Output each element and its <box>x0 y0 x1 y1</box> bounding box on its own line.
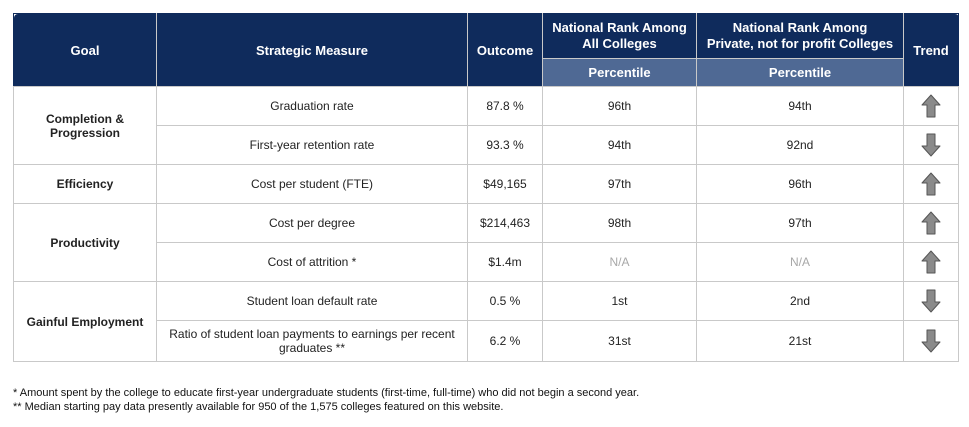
arrow-up-icon <box>921 172 941 196</box>
trend-cell <box>903 320 959 362</box>
goal-completion-line2: Progression <box>49 125 121 140</box>
outcome-cell: 93.3 % <box>467 125 543 165</box>
trend-header: Trend <box>903 13 959 87</box>
rank-private-cell: 21st <box>696 320 904 362</box>
percentile-private-header: Percentile <box>696 58 904 87</box>
measure-cell: Cost per degree <box>156 203 468 243</box>
outcome-cell: 6.2 % <box>467 320 543 362</box>
rank-all-cell: 1st <box>542 281 697 321</box>
arrow-up-icon <box>921 250 941 274</box>
trend-cell <box>903 203 959 243</box>
footnote: * Amount spent by the college to educate… <box>13 387 640 399</box>
table-row: Productivity Cost per degree $214,463 98… <box>13 203 959 282</box>
measure-header: Strategic Measure <box>156 13 468 87</box>
rank-private-cell: 94th <box>696 86 904 126</box>
goal-employment: Gainful Employment <box>13 281 157 362</box>
rank-all-cell: 96th <box>542 86 697 126</box>
footnote: ** Median starting pay data presently av… <box>13 401 504 413</box>
percentile-all-header: Percentile <box>542 58 697 87</box>
trend-cell <box>903 164 959 204</box>
measure-cell: Cost of attrition * <box>156 242 468 282</box>
goal-efficiency: Efficiency <box>13 164 157 204</box>
measure-cell: First-year retention rate <box>156 125 468 165</box>
rank-all-cell: 97th <box>542 164 697 204</box>
table-row: Completion & Progression Graduation rate… <box>13 86 959 165</box>
table-row: Gainful Employment Student loan default … <box>13 281 959 362</box>
rank-all-cell: 98th <box>542 203 697 243</box>
goal-completion-line1: Completion & <box>46 111 124 126</box>
metrics-table: Goal Strategic Measure Outcome National … <box>13 13 959 362</box>
rank-all-cell: 94th <box>542 125 697 165</box>
rank-all-header: National Rank Among All Colleges <box>542 13 697 59</box>
rank-private-header: National Rank Among Private, not for pro… <box>696 13 904 59</box>
rank-all-cell: N/A <box>542 242 697 282</box>
footnotes: * Amount spent by the college to educate… <box>13 386 953 414</box>
outcome-cell: 87.8 % <box>467 86 543 126</box>
outcome-cell: $214,463 <box>467 203 543 243</box>
outcome-cell: 0.5 % <box>467 281 543 321</box>
outcome-cell: $1.4m <box>467 242 543 282</box>
measure-cell: Cost per student (FTE) <box>156 164 468 204</box>
arrow-down-icon <box>921 133 941 157</box>
measure-cell: Graduation rate <box>156 86 468 126</box>
arrow-up-icon <box>921 211 941 235</box>
rank-all-cell: 31st <box>542 320 697 362</box>
outcome-cell: $49,165 <box>467 164 543 204</box>
arrow-up-icon <box>921 94 941 118</box>
subheader-row: Percentile Percentile <box>14 58 959 87</box>
measure-cell: Ratio of student loan payments to earnin… <box>156 320 468 362</box>
rank-all-header-line2: All Colleges <box>582 36 657 51</box>
rank-private-header-line2: Private, not for profit Colleges <box>706 36 894 51</box>
header-row: Goal Strategic Measure Outcome National … <box>13 13 959 87</box>
trend-cell <box>903 242 959 282</box>
rank-private-cell: 97th <box>696 203 904 243</box>
rank-private-cell: 2nd <box>696 281 904 321</box>
goal-header: Goal <box>13 13 157 87</box>
rank-all-header-line1: National Rank Among <box>552 20 687 35</box>
arrow-down-icon <box>921 329 941 353</box>
rank-private-cell: 96th <box>696 164 904 204</box>
measure-cell: Student loan default rate <box>156 281 468 321</box>
trend-cell <box>903 281 959 321</box>
measure-line2: graduates ** <box>278 341 346 355</box>
outcome-header: Outcome <box>467 13 543 87</box>
measure-line1: Ratio of student loan payments to earnin… <box>169 327 455 341</box>
trend-cell <box>903 86 959 126</box>
metrics-panel: Goal Strategic Measure Outcome National … <box>13 13 959 362</box>
rank-private-header-line1: National Rank Among <box>732 20 868 35</box>
arrow-down-icon <box>921 289 941 313</box>
trend-cell <box>903 125 959 165</box>
table-row: Ratio of student loan payments to earnin… <box>14 320 959 362</box>
rank-private-cell: N/A <box>696 242 904 282</box>
table-row: Cost of attrition * $1.4m N/A N/A <box>14 242 959 282</box>
table-row: First-year retention rate 93.3 % 94th 92… <box>14 125 959 165</box>
goal-completion: Completion & Progression <box>13 86 157 165</box>
table-row: Efficiency Cost per student (FTE) $49,16… <box>13 164 959 204</box>
rank-private-cell: 92nd <box>696 125 904 165</box>
goal-productivity: Productivity <box>13 203 157 282</box>
